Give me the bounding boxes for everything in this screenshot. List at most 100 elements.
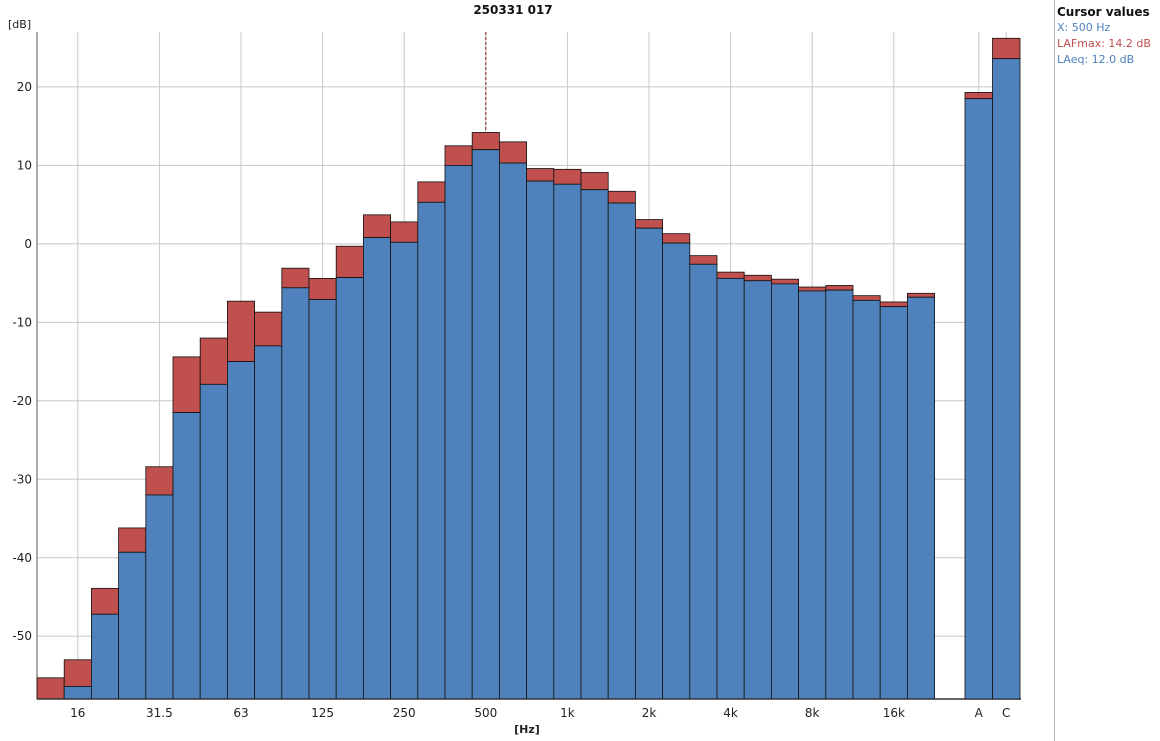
bar-80-laeq <box>254 345 283 700</box>
bar-800-laeq <box>526 180 555 700</box>
bar-50-laeq <box>199 383 228 700</box>
bar-1.25k-laeq <box>580 189 609 700</box>
bar-250-lafmax <box>390 221 419 243</box>
bar-100-lafmax <box>281 267 310 289</box>
bar-6.3k-laeq <box>771 283 800 700</box>
bar-3.15k-lafmax <box>689 255 718 265</box>
bar-2.5k-laeq <box>662 242 691 700</box>
y-tick-label: -30 <box>12 472 32 486</box>
bar-1.6k-lafmax <box>607 190 636 204</box>
total-bar-C-laeq <box>992 58 1021 700</box>
cursor-laeq-value: LAeq: 12.0 dB <box>1057 53 1135 66</box>
bar-20k-laeq <box>907 296 936 700</box>
bar-10k-lafmax <box>825 285 854 291</box>
spectrum-chart: 250331 017 [dB] [Hz] 20 10 0 -10 -20 -30 -40 -5… <box>8 3 1021 736</box>
bar-31.5-lafmax <box>145 466 174 496</box>
bar-20-laeq <box>91 613 120 700</box>
x-tick-label: 16 <box>70 706 85 720</box>
bar-800-lafmax <box>526 168 555 182</box>
cursor-lafmax-value: LAFmax: 14.2 dB <box>1057 37 1151 50</box>
bar-31.5-laeq <box>145 494 174 700</box>
bar-160-laeq <box>335 277 364 700</box>
x-axis-label: [Hz] <box>514 723 540 736</box>
bar-40-laeq <box>172 412 201 700</box>
bar-16-lafmax <box>63 659 92 687</box>
y-tick-labels: 20 10 0 -10 -20 -30 -40 -50 <box>12 80 32 643</box>
bar-200-lafmax <box>362 214 391 238</box>
bar-25-lafmax <box>118 527 147 553</box>
bar-5k-lafmax <box>743 274 772 282</box>
bar-4k-laeq <box>716 277 745 700</box>
total-bar-C-lafmax <box>992 37 1021 60</box>
y-tick-label: 0 <box>24 237 32 251</box>
bar-630-laeq <box>498 162 527 700</box>
cursor-values-panel: Cursor values X: 500 Hz LAFmax: 14.2 dB … <box>1054 0 1160 741</box>
x-tick-label: 63 <box>233 706 248 720</box>
bar-12.5-lafmax <box>36 677 65 700</box>
x-tick-label-total: C <box>1002 706 1010 720</box>
x-tick-label: 125 <box>311 706 334 720</box>
bar-125-lafmax <box>308 277 337 300</box>
x-tick-label: 31.5 <box>146 706 173 720</box>
x-tick-label: 500 <box>474 706 497 720</box>
bar-315-laeq <box>417 201 446 700</box>
bar-16-laeq <box>63 686 92 700</box>
x-tick-label: 2k <box>642 706 657 720</box>
bar-8k-laeq <box>798 290 827 700</box>
y-tick-label: -40 <box>12 551 32 565</box>
x-tick-label-total: A <box>975 706 984 720</box>
bar-2k-lafmax <box>635 219 664 229</box>
y-axis-label: [dB] <box>8 18 31 31</box>
bar-400-laeq <box>444 164 473 700</box>
total-bars <box>964 37 1021 700</box>
y-tick-label: -10 <box>12 315 32 329</box>
bar-16k-lafmax <box>879 301 908 308</box>
bar-630-lafmax <box>498 141 527 164</box>
bar-50-lafmax <box>199 337 228 385</box>
cursor-values-title: Cursor values <box>1057 5 1150 19</box>
bar-1k-lafmax <box>553 168 582 185</box>
bar-100-laeq <box>281 287 310 700</box>
x-tick-label: 8k <box>805 706 820 720</box>
x-tick-label: 250 <box>393 706 416 720</box>
bar-3.15k-laeq <box>689 263 718 700</box>
x-tick-labels: 16 31.5 63 125 250 500 1k 2k 4k 8k 16k A C <box>70 706 1010 720</box>
bar-80-lafmax <box>254 311 283 347</box>
bar-1.6k-laeq <box>607 202 636 700</box>
bar-40-lafmax <box>172 356 201 413</box>
bar-25-laeq <box>118 551 147 700</box>
bar-12.5k-laeq <box>852 299 881 700</box>
bar-6.3k-lafmax <box>771 278 800 285</box>
bar-315-lafmax <box>417 181 446 203</box>
x-tick-label: 16k <box>883 706 905 720</box>
y-tick-label: 20 <box>17 80 32 94</box>
bar-200-laeq <box>362 237 391 700</box>
bar-16k-laeq <box>879 306 908 700</box>
bar-63-lafmax <box>226 300 255 362</box>
bar-160-lafmax <box>335 245 364 279</box>
bar-4k-lafmax <box>716 271 745 279</box>
bar-20-lafmax <box>91 587 120 615</box>
bar-5k-laeq <box>743 280 772 700</box>
total-bar-A-laeq <box>964 98 993 700</box>
total-bar-A-lafmax <box>964 92 993 100</box>
y-tick-label: 10 <box>17 158 32 172</box>
bar-12.5k-lafmax <box>852 295 881 301</box>
chart-title: 250331 017 <box>473 3 552 17</box>
bar-1.25k-lafmax <box>580 172 609 191</box>
bar-8k-lafmax <box>798 286 827 292</box>
bar-1k-laeq <box>553 183 582 700</box>
bar-500-lafmax <box>471 132 500 151</box>
bar-2k-laeq <box>635 227 664 700</box>
x-tick-label: 1k <box>560 706 575 720</box>
bar-63-laeq <box>226 361 255 700</box>
x-tick-label: 4k <box>723 706 738 720</box>
bar-125-laeq <box>308 299 337 700</box>
y-tick-label: -20 <box>12 394 32 408</box>
bar-500-laeq <box>471 149 500 700</box>
band-bars <box>36 132 1021 700</box>
bar-20k-lafmax <box>907 292 936 298</box>
y-tick-label: -50 <box>12 629 32 643</box>
bar-400-lafmax <box>444 145 473 166</box>
bar-10k-laeq <box>825 289 854 700</box>
